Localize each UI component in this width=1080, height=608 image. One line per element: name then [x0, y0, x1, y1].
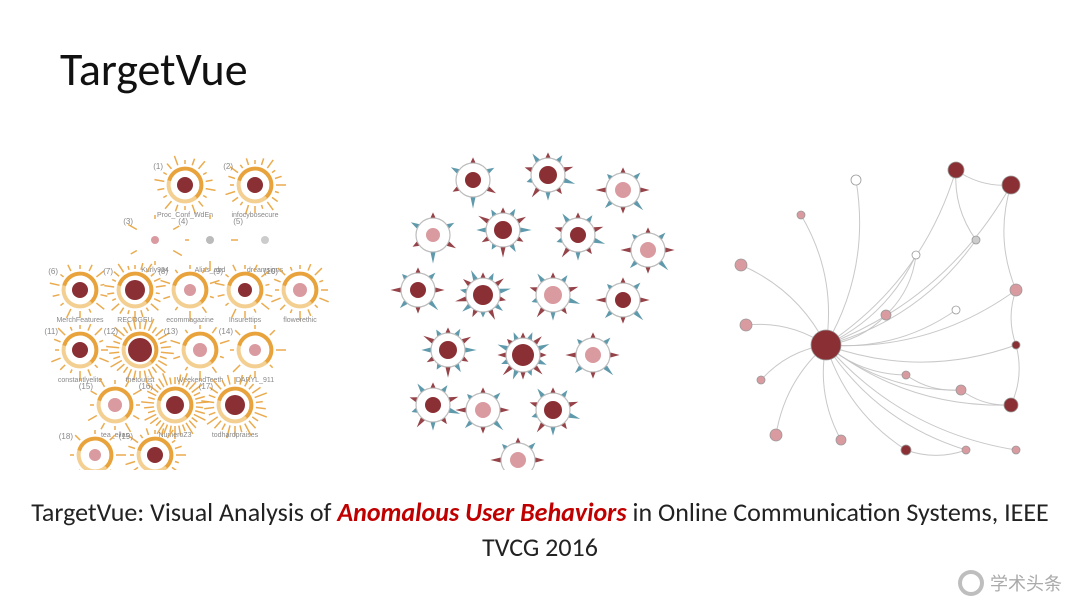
slide-title: TargetVue — [60, 42, 248, 98]
svg-text:ecommagazine: ecommagazine — [166, 317, 214, 324]
glyph-node: (1)Proc_Conf_WdEn — [153, 156, 215, 219]
glyph-node: (6) MerchFeatures — [48, 265, 107, 324]
svg-text:NumeroZ3: NumeroZ3 — [158, 432, 191, 439]
svg-text:(17): (17) — [199, 382, 214, 391]
panel-b-radial-glyphs — [373, 150, 706, 470]
panel-c-network — [706, 150, 1039, 470]
svg-text:Insurettips: Insurettips — [229, 317, 262, 324]
svg-text:(1): (1) — [153, 162, 163, 171]
radial-glyph — [555, 212, 606, 260]
radial-glyph — [451, 157, 496, 208]
radial-glyph — [490, 437, 544, 470]
radial-glyph — [620, 227, 674, 273]
glyph-node: (3)Kurly934 — [123, 215, 182, 274]
svg-text:(4): (4) — [178, 217, 188, 226]
radial-glyph — [595, 167, 649, 213]
svg-text:todhardpraises: todhardpraises — [212, 432, 259, 439]
svg-text:MerchFeatures: MerchFeatures — [56, 317, 104, 324]
caption-pre: TargetVue: Visual Analysis of — [31, 496, 337, 528]
figure-area: (1)Proc_Conf_WdEn(2)infocybosecure (3)Kur… — [40, 150, 1040, 470]
svg-text:(9): (9) — [213, 267, 223, 276]
radial-glyph — [525, 152, 576, 200]
radial-glyph — [421, 327, 476, 377]
svg-text:(10): (10) — [264, 267, 279, 276]
svg-text:(2): (2) — [223, 162, 233, 171]
glyph-node: (5)dreamsigns — [233, 217, 283, 274]
radial-glyph — [530, 387, 581, 435]
svg-text:(19): (19) — [119, 432, 134, 441]
svg-text:(18): (18) — [59, 432, 74, 441]
caption-emphasis: Anomalous User Behaviors — [337, 496, 626, 528]
glyph-node: (17) todhardpraises — [199, 375, 267, 439]
svg-text:(12): (12) — [104, 327, 119, 336]
svg-text:flowerethic: flowerethic — [283, 317, 317, 324]
glyph-node: (14)DARYL_911 — [219, 325, 286, 384]
svg-text:(8): (8) — [158, 267, 168, 276]
watermark-text: 学术头条 — [990, 570, 1062, 596]
glyph-node: (2)infocybosecure — [223, 158, 286, 219]
radial-glyph — [530, 272, 581, 320]
svg-text:(5): (5) — [233, 217, 243, 226]
svg-text:(11): (11) — [44, 327, 58, 336]
svg-text:(7): (7) — [103, 267, 113, 276]
svg-text:(16): (16) — [139, 382, 154, 391]
svg-text:(3): (3) — [123, 217, 133, 226]
panel-a-behavior-glyphs: (1)Proc_Conf_WdEn(2)infocybosecure (3)Kur… — [40, 150, 373, 470]
glyph-node: (4)Alias_abd — [178, 215, 238, 274]
watermark: 学术头条 — [958, 570, 1062, 596]
svg-text:(15): (15) — [79, 382, 94, 391]
radial-glyph — [455, 270, 511, 320]
radial-glyph — [565, 332, 619, 378]
radial-glyph — [455, 387, 509, 433]
glyph-node: (11)constantlyelite — [44, 324, 108, 384]
svg-text:(6): (6) — [48, 267, 58, 276]
radial-glyph — [390, 267, 444, 313]
radial-glyph — [410, 382, 461, 430]
glyph-node: (15)tea_ellas — [79, 378, 142, 439]
svg-text:(13): (13) — [164, 327, 179, 336]
edges-layer — [741, 170, 1019, 455]
svg-text:(14): (14) — [219, 327, 234, 336]
radial-glyph — [411, 212, 456, 263]
glyph-node: (10) flowerethic — [264, 264, 329, 324]
radial-glyph — [595, 277, 649, 323]
radial-glyph — [476, 207, 531, 257]
wechat-icon — [958, 570, 984, 596]
radial-glyph — [497, 332, 549, 379]
slide-caption: TargetVue: Visual Analysis of Anomalous … — [0, 495, 1080, 565]
